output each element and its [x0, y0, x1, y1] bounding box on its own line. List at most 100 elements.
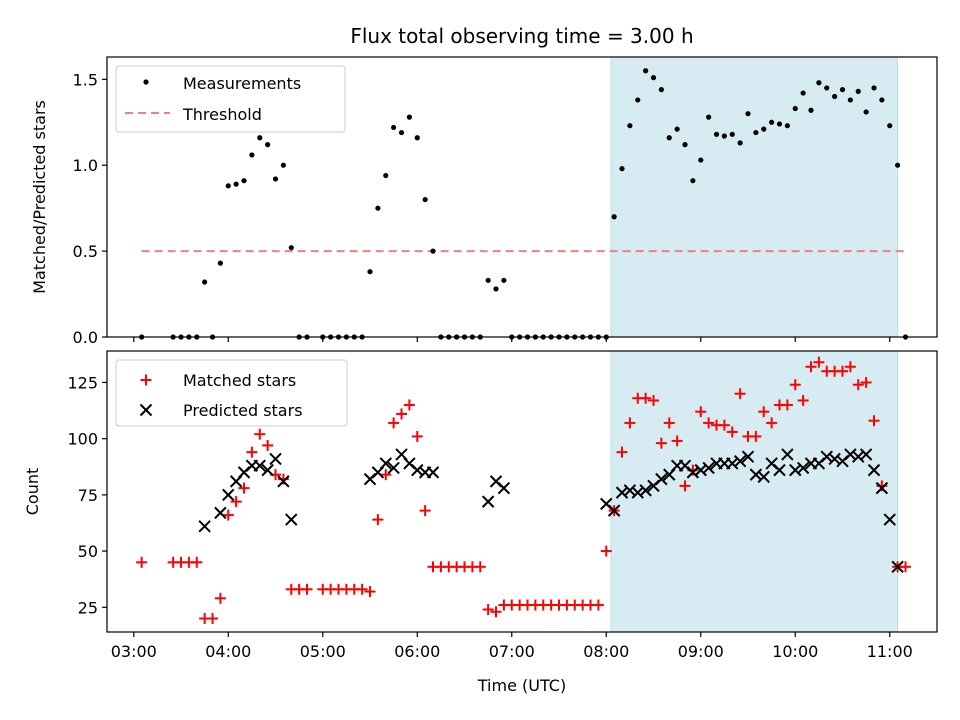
measurement-point: [233, 181, 239, 187]
y-tick-label: 1.0: [73, 156, 98, 175]
measurement-point: [674, 126, 680, 132]
x-tick-label: 06:00: [394, 642, 440, 661]
matched-star-markers: [136, 356, 912, 625]
measurement-point: [658, 87, 664, 93]
x-tick-label: 08:00: [583, 642, 629, 661]
predicted-star-marker: [757, 470, 770, 484]
predicted-star-marker: [481, 495, 495, 508]
predicted-star-marker: [875, 481, 889, 495]
measurement-point: [769, 119, 775, 125]
matched-star-marker: [191, 556, 203, 568]
matched-star-marker: [222, 509, 234, 521]
matched-star-marker: [900, 561, 912, 573]
predicted-star-marker: [387, 461, 400, 475]
predicted-star-marker: [844, 448, 857, 461]
matched-star-marker: [624, 417, 636, 429]
measurement-point: [635, 97, 641, 103]
measurement-point: [847, 97, 853, 103]
y-tick-label: 125: [67, 373, 98, 392]
predicted-star-marker: [883, 513, 896, 526]
bottom-legend-box: [115, 359, 348, 427]
measurement-point: [776, 121, 783, 127]
x-tick-label: 11:00: [867, 642, 913, 661]
legend-entry-predicted-stars: Predicted stars: [183, 401, 303, 420]
bottom-legend: Matched stars Predicted stars: [115, 359, 348, 427]
matched-star-marker: [805, 361, 817, 373]
matched-star-marker: [214, 592, 226, 604]
predicted-star-marker: [261, 463, 274, 477]
matched-star-marker: [640, 392, 652, 404]
measurement-point: [650, 75, 657, 81]
matched-star-marker: [766, 417, 778, 429]
measurement-point: [619, 166, 625, 172]
measurement-point: [682, 142, 688, 148]
measurement-point: [816, 80, 822, 86]
predicted-star-marker: [789, 463, 802, 477]
matched-star-marker: [648, 394, 660, 406]
matched-star-marker: [703, 417, 715, 429]
measurement-point: [493, 286, 499, 292]
measurement-point: [887, 123, 893, 129]
x-tick-label: 05:00: [300, 642, 346, 661]
matched-star-marker: [852, 379, 864, 391]
measurement-point: [249, 152, 255, 158]
y-tick-label: 1.5: [73, 70, 98, 89]
bottom-y-ticks: 25 50 75 100 125: [67, 373, 107, 617]
predicted-star-marker: [379, 457, 392, 470]
matched-star-marker: [277, 473, 289, 485]
measurement-point: [367, 269, 373, 275]
matched-star-marker: [734, 388, 746, 400]
predicted-star-marker: [733, 454, 747, 468]
matched-star-marker: [301, 583, 313, 595]
matched-legend-glyph: [140, 374, 152, 386]
predicted-star-marker: [859, 448, 873, 461]
matched-star-marker: [592, 599, 604, 611]
bottom-shaded-region: [610, 350, 899, 633]
matched-star-marker: [789, 379, 801, 391]
measurement-point: [745, 111, 751, 117]
predicted-star-marker: [198, 520, 211, 533]
measurement-point: [398, 129, 405, 136]
predicted-star-marker: [686, 466, 700, 479]
matched-star-marker: [868, 415, 880, 427]
measurement-point: [383, 172, 389, 179]
measurement-point: [225, 183, 231, 189]
matched-star-marker: [262, 439, 274, 451]
predicted-star-marker: [253, 459, 266, 472]
top-legend-box: [115, 65, 346, 133]
matched-star-marker: [238, 482, 250, 494]
matched-star-marker: [758, 406, 770, 418]
measurement-point: [257, 135, 263, 141]
x-tick-label: 04:00: [205, 642, 251, 661]
measurement-point: [713, 131, 720, 137]
bottom-axes-frame: [106, 350, 938, 633]
measurement-point: [241, 178, 247, 184]
matched-star-marker: [419, 505, 431, 517]
predicted-star-marker: [497, 481, 511, 495]
matched-star-marker: [254, 428, 266, 440]
measurement-point: [863, 109, 869, 115]
matched-star-marker: [695, 406, 707, 418]
measurement-point: [871, 85, 877, 91]
measurement-point: [485, 277, 491, 283]
measurements-legend-marker: [143, 79, 149, 85]
matched-star-marker: [380, 469, 392, 481]
matched-star-marker: [750, 430, 762, 442]
bottom-panel: 25 50 75 100 125 03:00 04:00 05:00 06:00 07:00 08…: [23, 350, 938, 695]
matched-star-marker: [490, 606, 502, 618]
measurement-point: [643, 68, 649, 74]
measurement-point: [784, 123, 790, 129]
top-axes-frame: [106, 56, 938, 338]
predicted-star-marker: [411, 463, 424, 477]
chart-title: Flux total observing time = 3.00 h: [350, 24, 693, 48]
measurement-point: [501, 277, 507, 283]
matched-star-marker: [616, 446, 628, 458]
y-tick-label: 0.5: [73, 242, 98, 261]
matched-star-marker: [474, 561, 486, 573]
matched-legend-marker: [140, 374, 152, 386]
predicted-star-marker: [607, 504, 621, 517]
matched-star-marker: [403, 399, 415, 411]
top-y-ticks: 0.0 0.5 1.0 1.5: [73, 70, 107, 347]
matched-star-marker: [671, 435, 683, 447]
